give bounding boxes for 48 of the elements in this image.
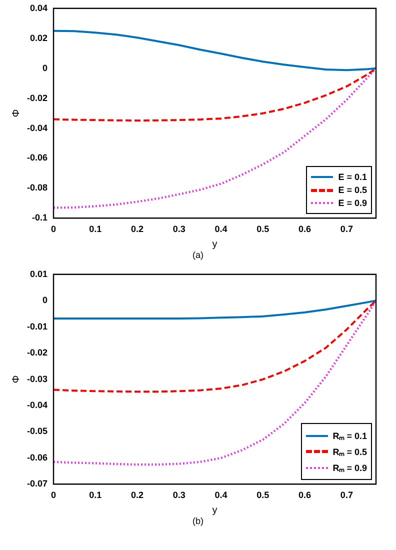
x-axis-title: y [212, 504, 218, 516]
x-tick-label: 0.3 [172, 224, 186, 234]
y-tick-label: -0.02 [27, 92, 48, 103]
text: (a) [192, 250, 204, 262]
x-tick-label: 0.1 [89, 224, 102, 234]
x-tick-label: 0 [51, 490, 56, 500]
x-tick-label: 0.3 [172, 490, 186, 500]
y-tick-label: -0.06 [27, 452, 48, 462]
legend-label: E = 0.5 [338, 185, 367, 196]
x-tick-label: 0.6 [298, 490, 312, 500]
y-tick-label: 0.04 [30, 2, 48, 13]
y-tick-label: -0.04 [27, 400, 48, 410]
x-tick-label: 0.7 [340, 224, 353, 234]
line-series [54, 300, 376, 466]
y-tick-label: -0.08 [27, 182, 48, 193]
y-tick-label: -0.07 [27, 478, 48, 489]
legend-label: E = 0.9 [338, 198, 367, 208]
y-tick-label: -0.1 [32, 212, 48, 223]
text: (b) [192, 516, 204, 528]
y-tick-label: -0.06 [27, 152, 48, 163]
x-axis-title: y [212, 238, 218, 250]
y-axis-title: Φ [10, 109, 22, 118]
y-tick-label: 0.01 [30, 268, 48, 279]
legend-label: Rₘ = 0.1 [332, 430, 367, 442]
y-tick-label: 0.02 [30, 32, 48, 43]
y-tick-label: -0.05 [27, 426, 48, 436]
line-series [54, 300, 376, 393]
y-axis-title: Φ [10, 375, 22, 384]
line-series [54, 67, 376, 122]
x-tick-label: 0 [51, 224, 56, 234]
x-tick-label: 0.4 [214, 490, 228, 500]
legend-label: Rₘ = 0.9 [332, 462, 367, 474]
y-tick-label: -0.04 [27, 122, 48, 133]
x-tick-label: 0.7 [340, 490, 353, 500]
x-tick-label: 0.2 [131, 224, 144, 234]
x-tick-label: 0.6 [298, 224, 312, 234]
x-tick-label: 0.1 [89, 490, 102, 500]
y-tick-label: 0 [42, 295, 48, 306]
y-tick-label: -0.03 [27, 374, 48, 384]
legend-label: E = 0.1 [338, 172, 367, 182]
x-tick-label: 0.4 [214, 224, 228, 234]
x-tick-label: 0.5 [256, 224, 270, 234]
x-tick-label: 0.5 [256, 490, 270, 500]
y-tick-label: -0.01 [27, 321, 48, 332]
y-tick-label: -0.02 [27, 348, 48, 358]
x-tick-label: 0.2 [131, 490, 144, 500]
y-tick-label: 0 [42, 62, 48, 73]
legend-label: Rₘ = 0.5 [332, 446, 367, 458]
